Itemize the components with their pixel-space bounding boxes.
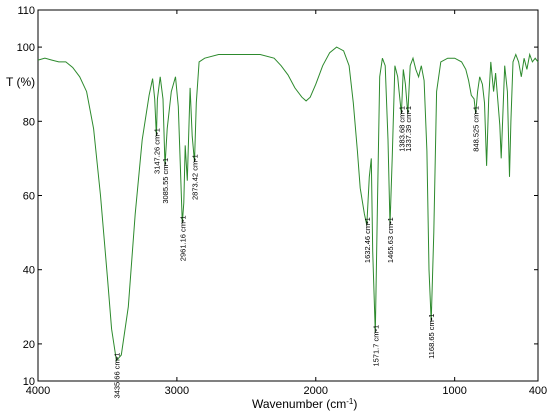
peak-label: 1632.46 cm-1 [363,217,372,263]
peak-label: 1465.63 cm-1 [386,217,395,263]
peak-label: 3147.26 cm-1 [152,128,161,174]
x-axis-title: Wavenumber (cm-1) [252,397,357,411]
y-axis-ticks: 10 20 40 60 80 100 110 [17,5,538,388]
y-tick-label: 60 [23,191,35,203]
x-axis-title-superscript: -1 [346,397,354,406]
x-tick-label: 3000 [165,385,189,397]
x-tick-label: 4000 [26,385,50,397]
x-tick-label: 1000 [442,385,466,397]
peak-label: 3085.55 cm-1 [161,158,170,204]
y-tick-label: 100 [17,42,35,54]
y-tick-label: 110 [17,5,35,17]
x-axis-title-main: Wavenumber (cm [252,397,346,411]
peak-label: 1337.39 cm-1 [404,106,413,152]
peak-label: 1571.7 cm-1 [371,325,380,367]
peak-label: 3435.66 cm-1 [112,353,121,399]
y-tick-label: 80 [23,116,35,128]
spectrum-line [37,46,539,362]
peak-label: 1168.65 cm-1 [427,314,436,359]
y-tick-label: 20 [23,339,35,351]
x-axis-title-close: ) [353,397,357,411]
plot-area [37,9,539,382]
peak-label: 2873.42 cm-1 [191,154,200,200]
peak-label: 2961.16 cm-1 [178,215,187,261]
x-tick-label: 400 [529,385,547,397]
y-tick-label: 10 [23,376,35,388]
y-axis-title: T (%) [6,75,35,89]
y-tick-label: 40 [23,265,35,277]
x-axis-ticks: 4000 3000 2000 1000 400 [26,10,547,397]
peak-label: 1383.68 cm-1 [397,106,406,152]
peak-label: 848.525 cm-1 [472,106,481,152]
x-tick-label: 2000 [304,385,328,397]
